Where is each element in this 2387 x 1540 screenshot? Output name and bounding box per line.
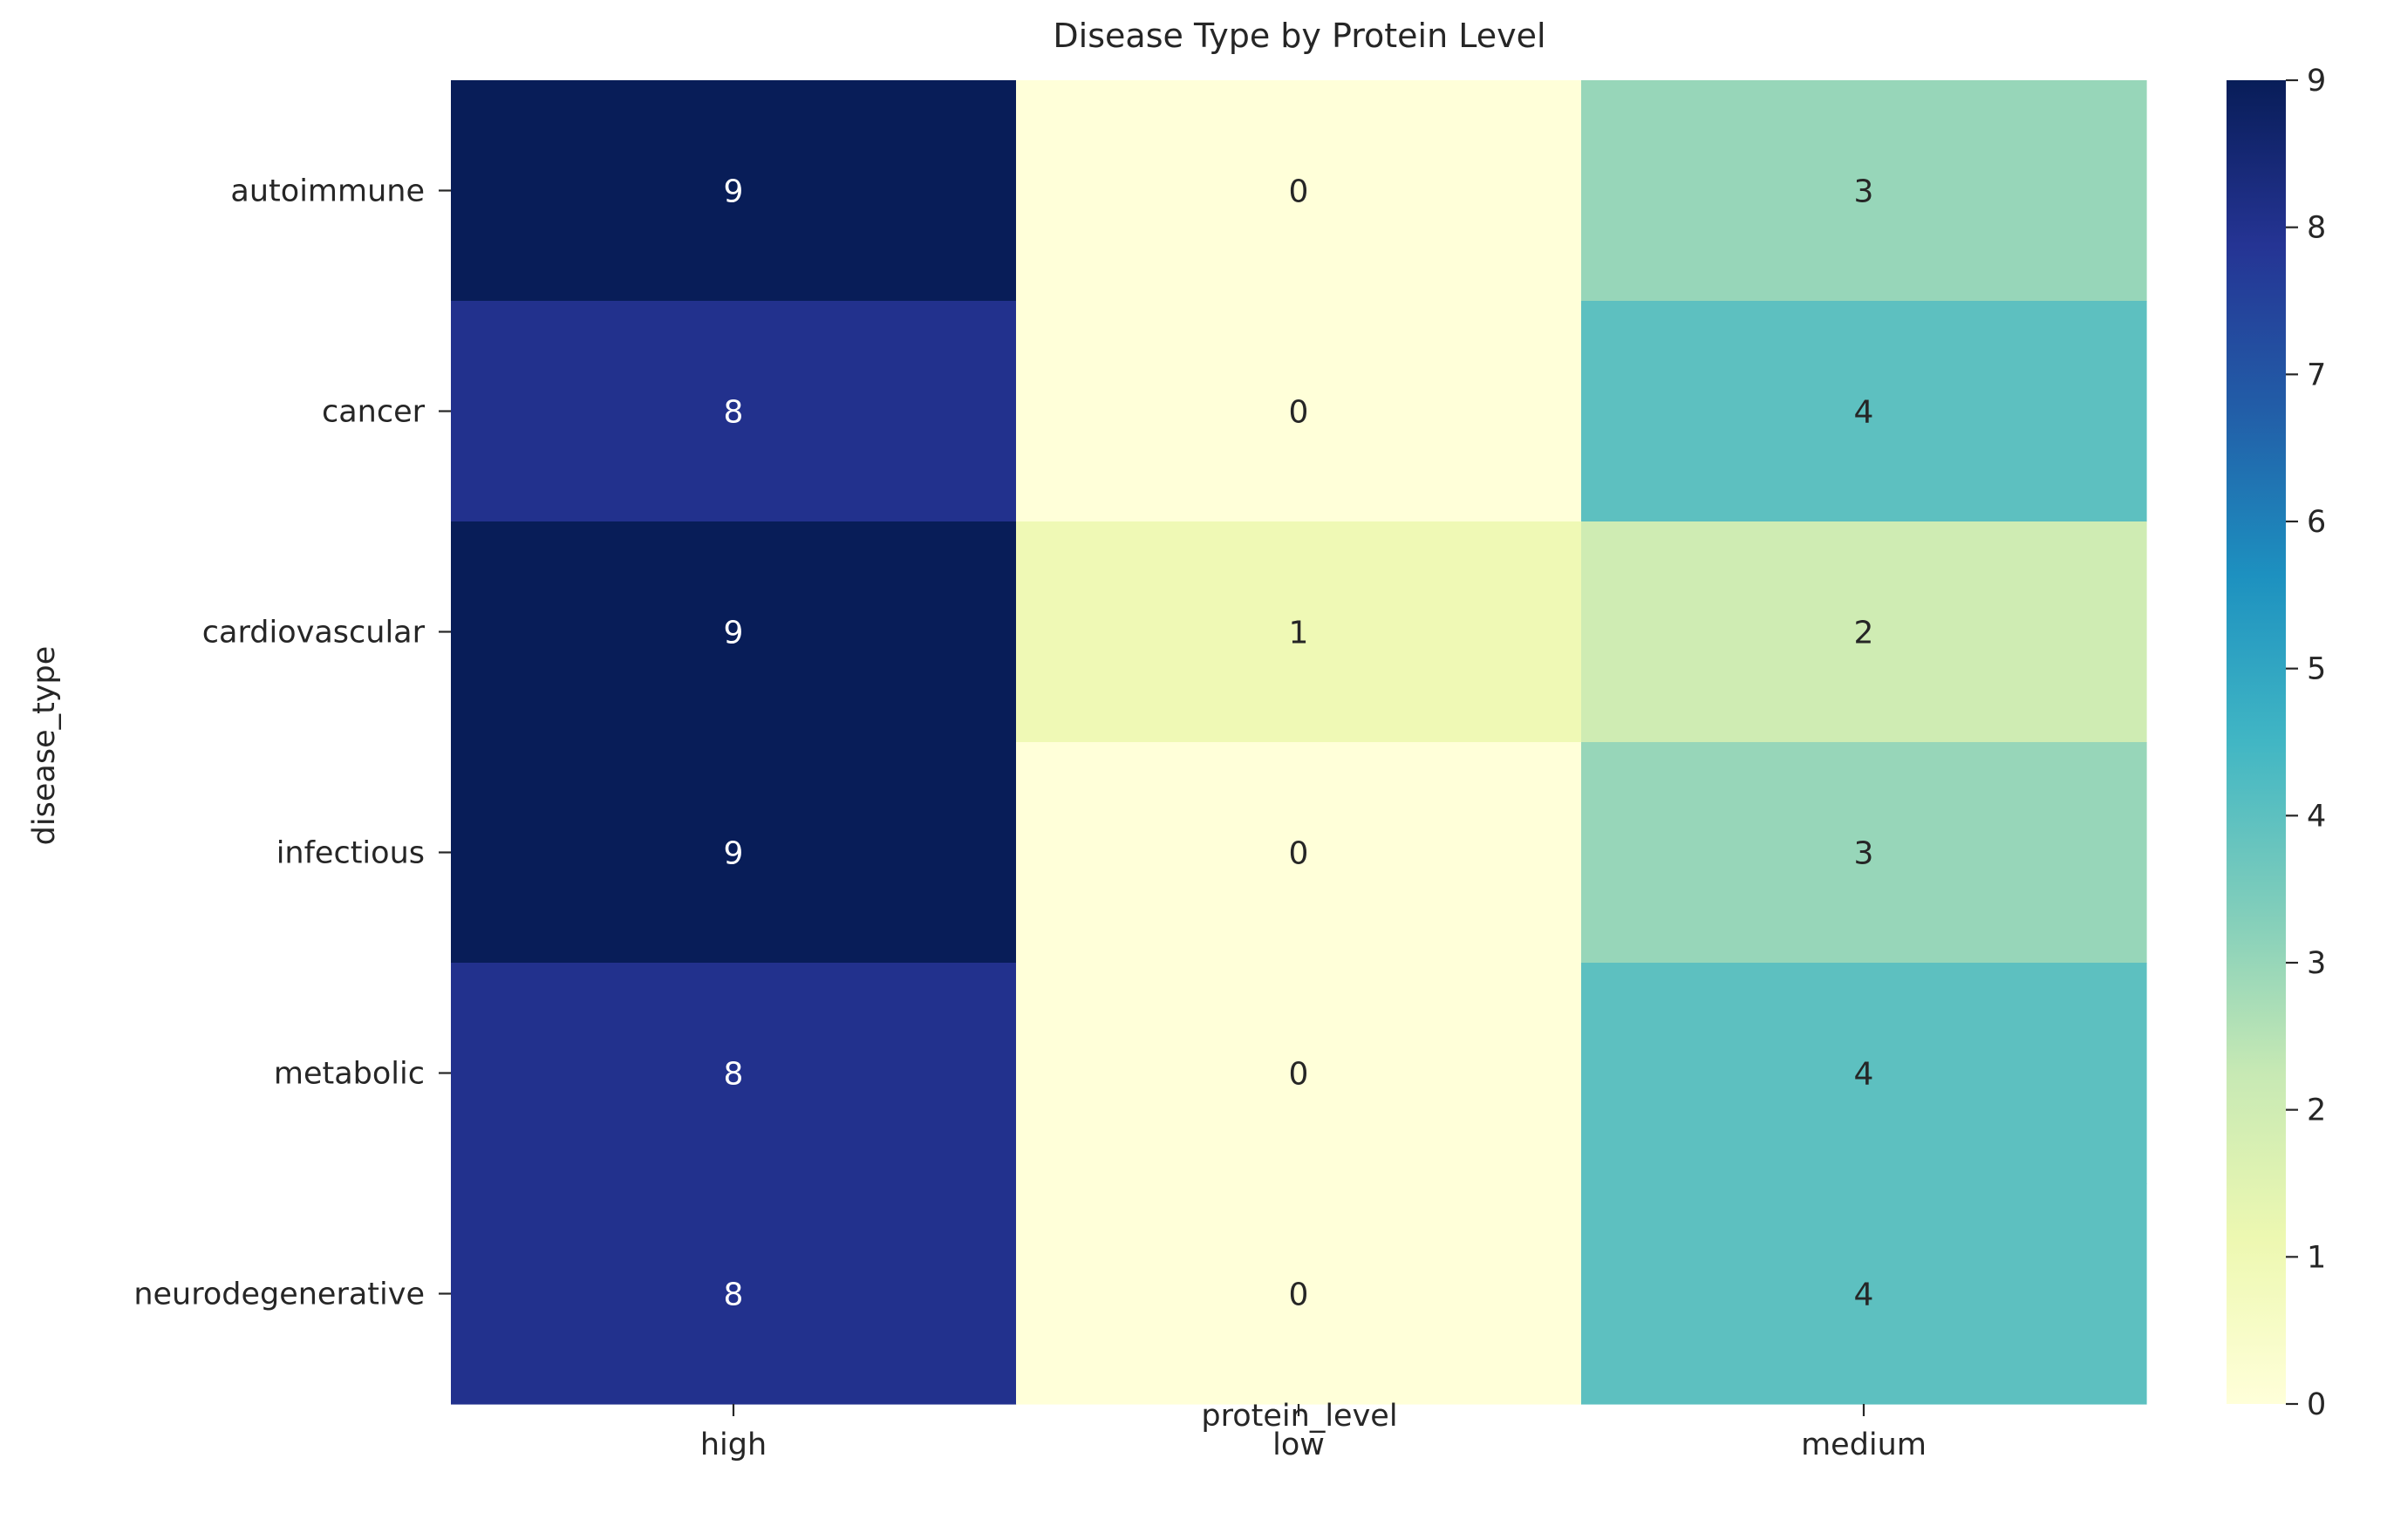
colorbar-tick-label: 1 [2307,1240,2326,1275]
cell-value-label: 3 [1854,836,1874,872]
heatmap-cell [1581,742,2147,964]
y-tick-label: cardiovascular [202,616,426,651]
heatmap-cell [1016,742,1582,964]
colorbar-tick-label: 4 [2307,799,2326,834]
cell-value-label: 4 [1854,395,1874,431]
cell-value-label: 8 [724,1057,744,1093]
y-tick-label: infectious [276,836,425,871]
heatmap-cells [451,80,2147,1405]
x-tick-label: medium [1801,1428,1927,1462]
heatmap-cell [451,80,1017,302]
heatmap-cell [1581,80,2147,302]
cell-value-label: 0 [1289,174,1309,210]
colorbar-gradient [2227,80,2286,1404]
heatmap-cell [1581,963,2147,1184]
colorbar-tick-label: 2 [2307,1094,2326,1128]
cell-value-label: 1 [1289,616,1309,651]
heatmap-cell [451,963,1017,1184]
colorbar-tick-label: 8 [2307,211,2326,246]
heatmap-cell [451,1183,1017,1405]
heatmap-cell [1016,301,1582,522]
cell-value-label: 8 [724,395,744,431]
y-axis: autoimmune cancer cardiovascular infectious… [133,174,451,1312]
heatmap-cell [451,742,1017,964]
heatmap-cell [1016,80,1582,302]
cell-value-label: 2 [1854,616,1874,651]
colorbar-tick-label: 3 [2307,946,2326,981]
cell-value-label: 0 [1289,395,1309,431]
colorbar-tick-label: 5 [2307,652,2326,687]
colorbar-tick-label: 9 [2307,64,2326,99]
cell-value-label: 0 [1289,836,1309,872]
y-tick-label: neurodegenerative [133,1278,425,1312]
y-axis-label: disease_type [27,646,62,846]
cell-value-label: 9 [724,616,744,651]
x-tick-label: low [1272,1428,1325,1462]
cell-value-label: 0 [1289,1057,1309,1093]
colorbar-tick-label: 7 [2307,358,2326,392]
colorbar: 0 1 2 3 4 5 6 7 8 9 [2227,64,2326,1422]
heatmap-cell [1016,521,1582,743]
cell-value-label: 9 [724,174,744,210]
chart-title: Disease Type by Protein Level [1053,17,1545,55]
cell-value-label: 0 [1289,1278,1309,1313]
heatmap-cell [1581,301,2147,522]
heatmap-cell [1581,521,2147,743]
heatmap-cell [451,521,1017,743]
cell-value-label: 9 [724,836,744,872]
heatmap-cell [1016,1183,1582,1405]
colorbar-tick-label: 0 [2307,1387,2326,1422]
cell-value-label: 4 [1854,1057,1874,1093]
heatmap-cell [1581,1183,2147,1405]
heatmap-cell [1016,963,1582,1184]
y-tick-label: cancer [322,395,426,430]
y-tick-label: metabolic [274,1057,425,1092]
cell-value-label: 4 [1854,1278,1874,1313]
x-tick-label: high [700,1428,767,1462]
x-axis-label: protein_level [1201,1399,1397,1434]
y-tick-label: autoimmune [230,174,425,209]
cell-value-label: 8 [724,1278,744,1313]
heatmap-cell [451,301,1017,522]
heatmap-annotations: 9 0 3 8 0 4 9 1 2 9 0 3 8 0 4 8 0 4 [724,174,1874,1313]
colorbar-tick-label: 6 [2307,505,2326,540]
x-axis: high low medium [700,1404,1927,1462]
cell-value-label: 3 [1854,174,1874,210]
